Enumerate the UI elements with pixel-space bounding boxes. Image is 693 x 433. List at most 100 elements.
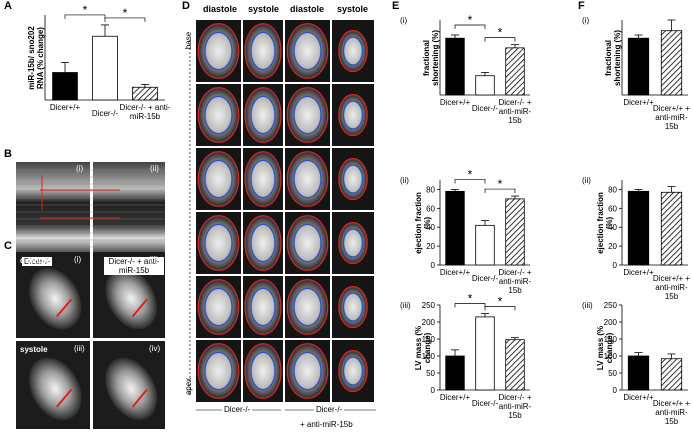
y-tick-label: 200 [422,318,436,327]
heart-shape [105,268,157,330]
x-tick-label: Dicer-/- [91,109,119,118]
bar [475,316,495,391]
image-sub-label: (ii) [149,255,158,264]
panel-label: D [182,0,190,12]
x-tick-label: Dicer+/+ [49,103,81,112]
y-tick-label: 0 [431,386,436,395]
y-tick-label: 20 [608,242,617,251]
x-tick-label: Dicer+/+ [623,268,654,277]
y-tick-label: 50 [608,369,617,378]
y-tick-label: 40 [426,223,435,232]
bar [445,355,465,391]
bar [660,358,683,391]
lv-cavity [342,356,364,386]
image-caption: Dicer-/- [222,405,253,414]
y-tick-label: 80 [426,185,435,194]
y-axis-label: LV mass (% change) [596,325,614,370]
bar [132,86,158,101]
significance-label: * [468,292,473,306]
panel-label: B [4,148,12,160]
heart-shape [105,357,158,420]
bar [627,37,650,96]
x-tick-label: Dicer+/+ [623,393,654,402]
y-tick-label: 0 [431,261,436,270]
lv-cavity [342,292,364,322]
lv-cavity [204,351,233,391]
image-sub-label: (i) [74,255,82,264]
y-tick-label: 50 [426,369,435,378]
y-tick-label: 60 [426,204,435,213]
lv-cavity [342,100,364,130]
x-tick-label: Dicer-/- + anti-miR-15b [119,103,171,121]
x-tick-label: Dicer+/+ [623,98,654,107]
bar [445,190,465,266]
lv-cavity [250,95,276,135]
significance-bracket [484,37,516,42]
x-tick-label: Dicer-/- + anti-miR-15b [498,98,532,125]
heart-shape [28,268,82,330]
bar [475,75,495,96]
lv-cavity [250,351,276,391]
bar [445,37,465,96]
y-tick-label: 200 [604,318,618,327]
y-tick-label: 0 [613,261,618,270]
lv-cavity [293,351,322,391]
column-header: diastole [290,4,325,14]
significance-bracket [64,14,106,19]
bar [505,198,525,266]
image-sub-label: (iii) [74,344,85,353]
image-sub-label: (ii) [150,164,159,173]
bar [52,72,78,101]
lv-cavity [250,287,276,327]
lv-cavity [250,223,276,263]
significance-bracket [484,306,516,311]
y-tick-label: 250 [422,301,436,310]
significance-bracket [484,188,516,194]
sub-label: (ii) [400,176,409,185]
significance-label: * [498,177,503,191]
significance-label: * [123,6,128,20]
image-panels [16,20,376,429]
mmode-image [93,162,165,252]
lv-cavity [204,159,233,199]
x-tick-label: Dicer-/- + anti-miR-15b [498,393,532,420]
y-tick-label: 40 [608,223,617,232]
bar [627,355,650,391]
y-tick-label: 60 [608,204,617,213]
sub-label: (ii) [582,176,591,185]
y-tick-label: 80 [608,185,617,194]
y-axis-label: ejection fraction (%) [596,191,614,254]
panel-label: C [4,240,12,252]
significance-label: * [468,13,473,27]
significance-bracket [454,179,486,184]
lv-cavity [204,31,233,71]
y-tick-label: 250 [604,301,618,310]
sub-label: (iii) [400,301,411,310]
x-tick-label: Dicer+/+ + anti-miR-15b [652,104,691,131]
image-caption: Dicer-/- + anti-miR-15b [104,257,164,275]
y-tick-label: 150 [604,335,618,344]
lv-cavity [250,159,276,199]
bar [505,47,525,96]
significance-label: * [498,295,503,309]
image-sub-label: (i) [76,164,84,173]
x-tick-label: Dicer+/+ [439,393,471,402]
axis-label: apex [184,377,194,396]
bar [92,35,118,101]
y-axis-label: ejection fraction (%) [414,191,432,254]
lv-cavity [293,287,322,327]
lv-cavity [204,287,233,327]
image-caption: + anti-miR-15b [300,420,353,429]
lv-cavity [293,95,322,135]
significance-label: * [83,3,88,17]
column-header: diastole [203,4,238,14]
x-tick-label: Dicer-/- + anti-miR-15b [498,268,532,295]
y-axis-label: miR-15b/ sno202 RNA (% change) [27,25,45,90]
x-tick-label: Dicer-/- [471,274,499,283]
column-header: systole [248,4,280,14]
y-tick-label: 100 [422,352,436,361]
panel-label: A [4,0,12,12]
lv-cavity [293,159,322,199]
